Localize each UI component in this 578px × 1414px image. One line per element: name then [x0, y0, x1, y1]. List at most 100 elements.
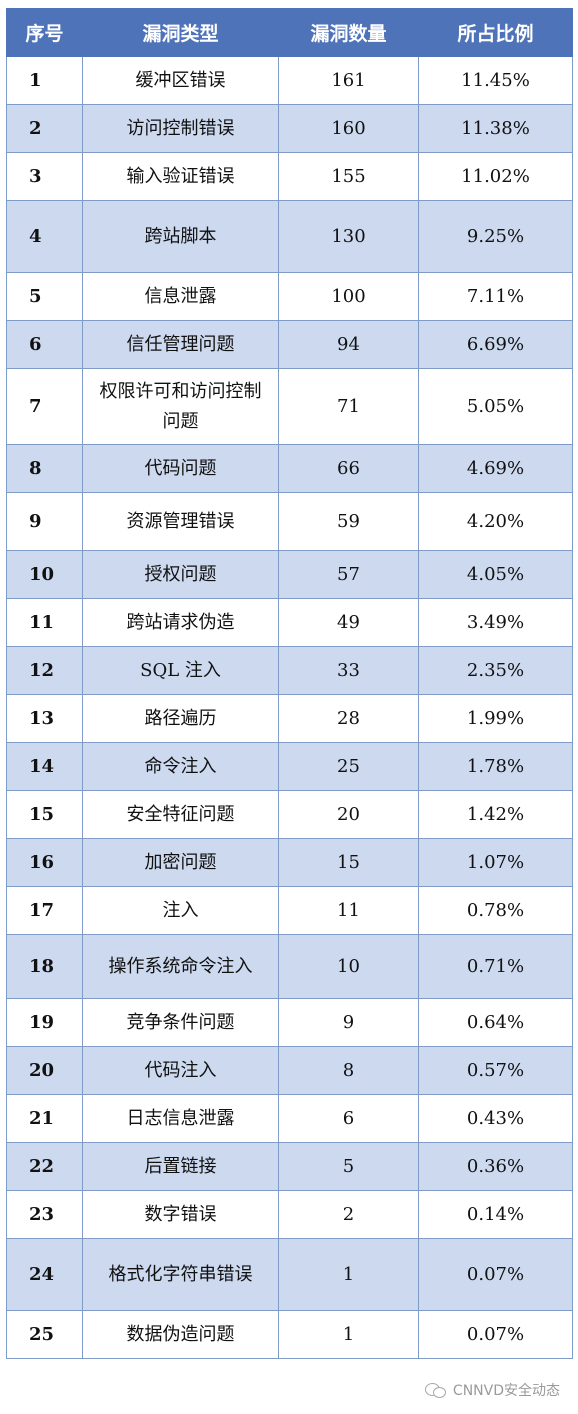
table-row: 8 代码问题 66 4.69% [6, 444, 573, 493]
table-row: 6 信任管理问题 94 6.69% [6, 320, 573, 369]
cell-count: 160 [278, 104, 419, 153]
cell-index: 20 [6, 1046, 83, 1095]
table-row: 22 后置链接 5 0.36% [6, 1142, 573, 1191]
cell-index: 23 [6, 1190, 83, 1239]
cell-index: 15 [6, 790, 83, 839]
cell-count: 9 [278, 998, 419, 1047]
cell-count: 71 [278, 368, 419, 445]
cell-type: 数据伪造问题 [82, 1310, 279, 1359]
table-body: 1 缓冲区错误 161 11.45% 2 访问控制错误 160 11.38% 3 输入验证错误 15… [6, 56, 573, 1359]
cell-type: 访问控制错误 [82, 104, 279, 153]
cell-type: 资源管理错误 [82, 492, 279, 551]
cell-type: 代码问题 [82, 444, 279, 493]
cell-count: 161 [278, 56, 419, 105]
cell-count: 25 [278, 742, 419, 791]
cell-percentage: 0.64% [418, 998, 573, 1047]
table-row: 20 代码注入 8 0.57% [6, 1046, 573, 1095]
table-row: 21 日志信息泄露 6 0.43% [6, 1094, 573, 1143]
cell-percentage: 1.99% [418, 694, 573, 743]
cell-index: 19 [6, 998, 83, 1047]
table-row: 11 跨站请求伪造 49 3.49% [6, 598, 573, 647]
cell-percentage: 7.11% [418, 272, 573, 321]
cell-percentage: 0.14% [418, 1190, 573, 1239]
table-row: 7 权限许可和访问控制问题 71 5.05% [6, 368, 573, 445]
table-header-row: 序号 漏洞类型 漏洞数量 所占比例 [6, 8, 573, 57]
table-row: 15 安全特征问题 20 1.42% [6, 790, 573, 839]
cell-index: 25 [6, 1310, 83, 1359]
cell-index: 5 [6, 272, 83, 321]
cell-index: 14 [6, 742, 83, 791]
cell-type: 输入验证错误 [82, 152, 279, 201]
table-row: 5 信息泄露 100 7.11% [6, 272, 573, 321]
cell-percentage: 0.57% [418, 1046, 573, 1095]
wechat-icon [424, 1381, 447, 1399]
cell-type: 授权问题 [82, 550, 279, 599]
cell-index: 18 [6, 934, 83, 999]
cell-percentage: 5.05% [418, 368, 573, 445]
cell-percentage: 11.38% [418, 104, 573, 153]
cell-type: SQL 注入 [82, 646, 279, 695]
cell-percentage: 6.69% [418, 320, 573, 369]
cell-type: 加密问题 [82, 838, 279, 887]
cell-index: 2 [6, 104, 83, 153]
cell-percentage: 4.05% [418, 550, 573, 599]
table-row: 3 输入验证错误 155 11.02% [6, 152, 573, 201]
table-row: 17 注入 11 0.78% [6, 886, 573, 935]
cell-percentage: 1.42% [418, 790, 573, 839]
cell-type: 跨站请求伪造 [82, 598, 279, 647]
cell-type: 信息泄露 [82, 272, 279, 321]
watermark: CNNVD安全动态 [424, 1378, 560, 1402]
cell-percentage: 1.78% [418, 742, 573, 791]
cell-index: 12 [6, 646, 83, 695]
cell-index: 9 [6, 492, 83, 551]
table-row: 10 授权问题 57 4.05% [6, 550, 573, 599]
cell-type: 日志信息泄露 [82, 1094, 279, 1143]
cell-count: 130 [278, 200, 419, 273]
cell-percentage: 3.49% [418, 598, 573, 647]
cell-count: 6 [278, 1094, 419, 1143]
vulnerability-table: 序号 漏洞类型 漏洞数量 所占比例 1 缓冲区错误 161 11.45% 2 访问控制错误… [6, 8, 573, 1359]
cell-percentage: 0.07% [418, 1310, 573, 1359]
cell-percentage: 4.69% [418, 444, 573, 493]
table-row: 4 跨站脚本 130 9.25% [6, 200, 573, 273]
cell-index: 13 [6, 694, 83, 743]
cell-count: 1 [278, 1310, 419, 1359]
cell-type: 后置链接 [82, 1142, 279, 1191]
cell-percentage: 11.45% [418, 56, 573, 105]
cell-count: 59 [278, 492, 419, 551]
cell-type: 缓冲区错误 [82, 56, 279, 105]
table-row: 23 数字错误 2 0.14% [6, 1190, 573, 1239]
cell-count: 100 [278, 272, 419, 321]
cell-type: 代码注入 [82, 1046, 279, 1095]
cell-type: 命令注入 [82, 742, 279, 791]
cell-index: 24 [6, 1238, 83, 1311]
cell-count: 11 [278, 886, 419, 935]
cell-type: 数字错误 [82, 1190, 279, 1239]
table-row: 19 竞争条件问题 9 0.64% [6, 998, 573, 1047]
cell-percentage: 2.35% [418, 646, 573, 695]
cell-index: 11 [6, 598, 83, 647]
header-type: 漏洞类型 [82, 8, 279, 57]
table-row: 25 数据伪造问题 1 0.07% [6, 1310, 573, 1359]
cell-index: 7 [6, 368, 83, 445]
cell-count: 8 [278, 1046, 419, 1095]
table-row: 13 路径遍历 28 1.99% [6, 694, 573, 743]
cell-count: 2 [278, 1190, 419, 1239]
cell-count: 155 [278, 152, 419, 201]
table-row: 16 加密问题 15 1.07% [6, 838, 573, 887]
cell-count: 49 [278, 598, 419, 647]
cell-percentage: 4.20% [418, 492, 573, 551]
cell-index: 17 [6, 886, 83, 935]
cell-index: 4 [6, 200, 83, 273]
cell-count: 66 [278, 444, 419, 493]
cell-type: 权限许可和访问控制问题 [82, 368, 279, 445]
header-index: 序号 [6, 8, 83, 57]
table-row: 1 缓冲区错误 161 11.45% [6, 56, 573, 105]
cell-count: 1 [278, 1238, 419, 1311]
cell-percentage: 0.43% [418, 1094, 573, 1143]
cell-count: 5 [278, 1142, 419, 1191]
cell-index: 10 [6, 550, 83, 599]
cell-type: 注入 [82, 886, 279, 935]
cell-percentage: 0.78% [418, 886, 573, 935]
header-count: 漏洞数量 [278, 8, 419, 57]
